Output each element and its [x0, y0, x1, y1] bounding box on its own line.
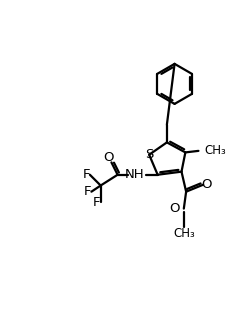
Text: O: O [169, 202, 180, 215]
Text: O: O [202, 178, 212, 191]
Text: NH: NH [125, 168, 144, 181]
Text: CH₃: CH₃ [173, 227, 195, 240]
Text: F: F [84, 185, 91, 198]
Text: F: F [82, 168, 90, 181]
Text: F: F [93, 196, 101, 209]
Text: S: S [145, 148, 153, 161]
Text: CH₃: CH₃ [205, 144, 226, 157]
Text: O: O [103, 150, 114, 164]
